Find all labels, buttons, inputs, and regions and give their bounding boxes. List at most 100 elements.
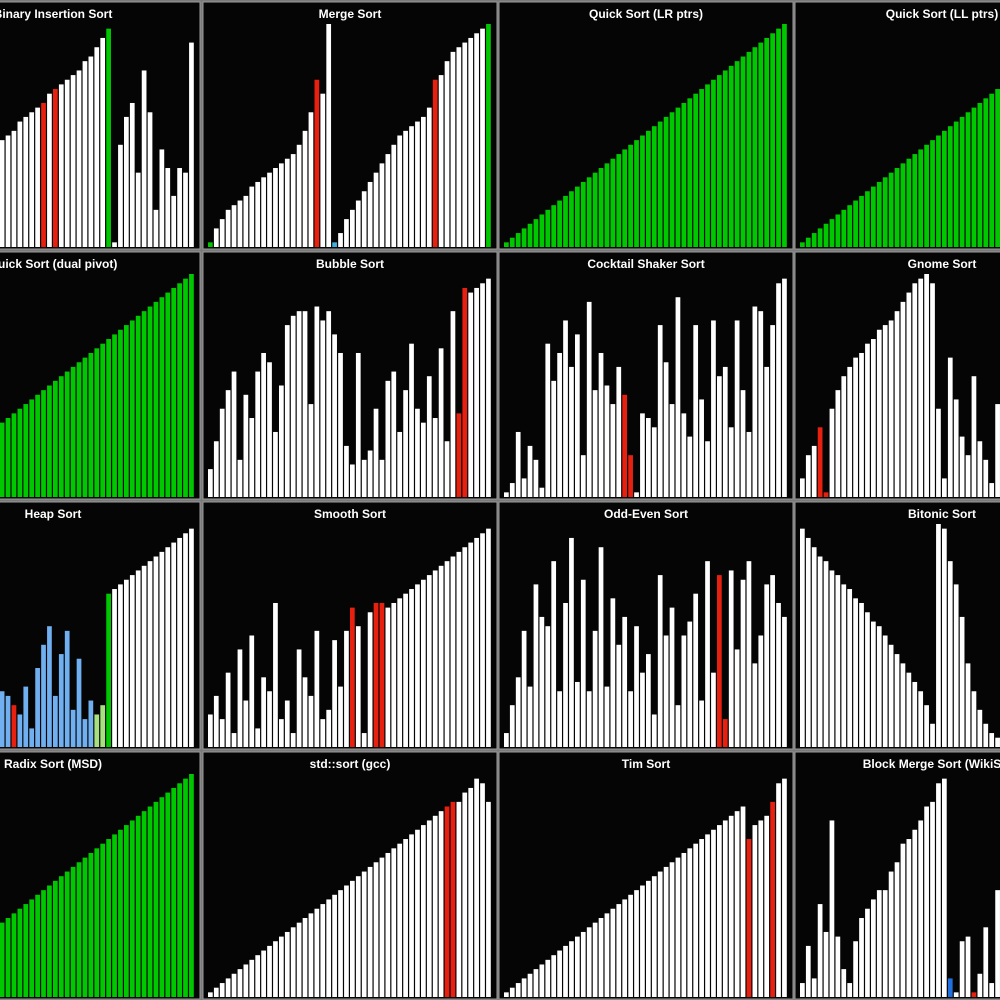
bar [740, 56, 746, 248]
bar [942, 528, 947, 747]
bar [361, 191, 367, 247]
bar [580, 181, 586, 247]
bar [326, 899, 332, 997]
bar [521, 478, 527, 497]
bar [397, 843, 403, 997]
bar [249, 418, 255, 497]
panel-title: Bitonic Sort [908, 507, 976, 521]
bar [397, 431, 403, 497]
bar [539, 214, 545, 247]
bar [332, 242, 337, 247]
bar [521, 978, 527, 997]
bar [657, 871, 663, 997]
bar [106, 593, 111, 747]
bar [409, 834, 414, 997]
bar [94, 848, 100, 997]
bar [231, 973, 237, 997]
bar [284, 931, 290, 997]
bar [308, 913, 314, 997]
bar [141, 311, 147, 497]
bar [829, 219, 835, 247]
panel-title: Radix Sort (MSD) [4, 757, 102, 771]
bar [918, 278, 924, 497]
bar [580, 579, 586, 747]
bar [0, 422, 5, 497]
bar [159, 551, 165, 747]
bar [705, 441, 710, 497]
bar [338, 352, 343, 497]
bar [391, 371, 397, 497]
bar [231, 733, 237, 747]
bar [882, 890, 888, 997]
bar [373, 408, 379, 497]
bar [243, 700, 249, 747]
bar [41, 390, 46, 497]
bar [977, 441, 983, 497]
bar [70, 75, 76, 248]
bar [100, 705, 106, 747]
bar [681, 852, 687, 997]
bar [959, 116, 965, 248]
bar [995, 404, 1000, 497]
bar [171, 287, 177, 497]
bar [782, 24, 787, 247]
bar [208, 714, 213, 747]
bar [865, 191, 870, 247]
bar [953, 121, 959, 247]
bar [693, 843, 699, 997]
bar [147, 112, 153, 247]
bar [586, 301, 592, 497]
bar [977, 973, 983, 997]
bar [521, 630, 527, 747]
bar [421, 579, 426, 747]
bar [177, 168, 182, 247]
bar [100, 37, 106, 247]
bar [942, 130, 947, 247]
bar [906, 672, 912, 747]
bar [415, 584, 420, 747]
bar [302, 311, 308, 497]
bar [906, 839, 912, 997]
bar [711, 79, 716, 247]
bar [805, 237, 811, 247]
bar [456, 801, 462, 997]
bar [100, 843, 106, 997]
bar [11, 130, 17, 247]
bar [699, 89, 704, 248]
bar [823, 223, 829, 247]
bar [219, 719, 225, 747]
bar [569, 941, 574, 997]
bar [989, 733, 995, 747]
bar [604, 163, 610, 247]
panel-title: Binary Insertion Sort [0, 7, 112, 21]
bar [58, 876, 64, 997]
bar [924, 705, 929, 747]
bar [592, 922, 598, 997]
bar [616, 366, 622, 497]
bar [112, 242, 117, 247]
bar [344, 219, 349, 247]
bar [989, 483, 995, 497]
bar [177, 537, 182, 747]
panel-title: Cocktail Shaker Sort [587, 257, 704, 271]
bar [871, 899, 876, 997]
bar [255, 371, 261, 497]
bar [983, 723, 989, 747]
bar [456, 413, 462, 497]
bar [930, 283, 935, 497]
bar [651, 714, 657, 747]
bar [770, 33, 775, 247]
bar [628, 894, 633, 997]
bar [989, 983, 995, 997]
bar [290, 154, 296, 247]
bar [47, 626, 52, 747]
bar [135, 815, 141, 997]
bar [859, 352, 864, 497]
bar [267, 691, 272, 747]
bar [255, 181, 261, 247]
bar [811, 547, 817, 747]
bar [124, 116, 129, 248]
bar [699, 839, 704, 997]
bar [409, 126, 414, 247]
